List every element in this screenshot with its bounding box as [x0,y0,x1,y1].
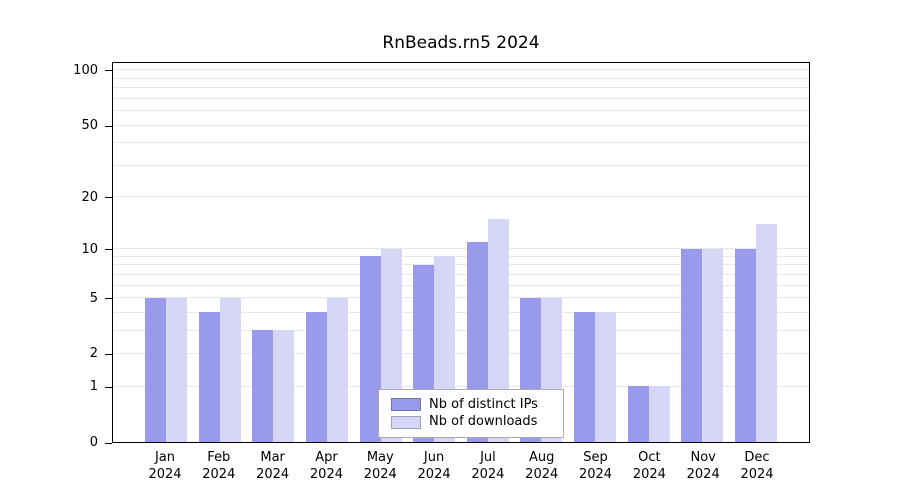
bar [305,312,327,442]
bar [145,297,166,442]
gridline [113,87,809,89]
y-tick-mark [105,386,112,388]
bar [734,248,756,442]
x-tick-label: May 2024 [363,450,397,482]
bar [326,297,348,442]
gridline [113,352,809,354]
y-tick-mark [105,298,112,300]
gridline [113,297,809,299]
bar [627,386,649,442]
bar-group-nov [681,248,724,442]
x-tick-label: Feb 2024 [202,450,236,482]
gridlines [113,63,809,442]
bar [252,330,274,442]
bar [273,330,295,442]
legend-swatch-downloads-icon [391,415,421,429]
gridline [113,110,809,112]
legend-swatch-distinct-ips-icon [391,398,421,412]
y-tick-label: 0 [89,435,98,450]
bar [755,223,777,442]
x-tick-label: Sep 2024 [578,450,613,482]
bar-group-apr [305,297,348,442]
x-tick-label: Nov 2024 [686,450,720,482]
bar-group-dec [734,223,777,442]
bar [648,386,670,442]
bar-group-sep [574,312,616,442]
bar-group-feb [198,297,241,442]
gridline [113,69,809,71]
y-tick-label: 5 [89,290,98,306]
bar [681,248,703,442]
gridline [113,284,809,286]
y-tick-label: 10 [81,241,98,257]
bar [198,312,220,442]
x-tick-label: Mar 2024 [256,450,290,482]
y-tick-label: 20 [81,189,98,205]
gridline [113,97,809,99]
x-tick-label: Jun 2024 [417,450,451,482]
y-tick-label: 100 [73,62,98,78]
gridline [113,196,809,198]
legend: Nb of distinct IPs Nb of downloads [378,389,564,438]
x-tick-label: Jan 2024 [148,450,182,482]
y-tick-label: 50 [81,118,98,134]
gridline [113,255,809,257]
x-tick-label: Jul 2024 [471,450,505,482]
plot-area [112,62,810,443]
y-tick-mark [105,353,112,355]
x-tick-label: Dec 2024 [740,450,774,482]
y-tick-mark [105,249,112,251]
gridline [113,124,809,126]
y-tick-mark [105,197,112,199]
bar [219,297,241,442]
chart-title: RnBeads.rn5 2024 [382,33,540,53]
y-tick-mark [105,442,112,444]
legend-item-downloads: Nb of downloads [391,414,551,430]
gridline [113,311,809,313]
bar-group-oct [627,386,670,442]
bar-series [113,63,809,442]
y-tick-label: 1 [89,379,98,395]
bar [359,256,381,442]
gridline [113,164,809,166]
y-tick-mark [105,125,112,127]
bar-group-jan [145,297,187,442]
legend-item-distinct-ips: Nb of distinct IPs [391,397,551,413]
x-tick-label: Aug 2024 [525,450,559,482]
x-tick-label: Oct 2024 [632,450,666,482]
bar [595,312,616,442]
gridline [113,142,809,144]
gridline [113,264,809,266]
legend-label-downloads: Nb of downloads [429,414,538,430]
gridline [113,385,809,387]
y-tick-label: 2 [89,346,98,362]
x-tick-label: Apr 2024 [309,450,343,482]
bar [702,248,724,442]
gridline [113,273,809,275]
legend-label-distinct-ips: Nb of distinct IPs [429,396,538,412]
gridline [113,248,809,250]
y-tick-mark [105,70,112,72]
bar-group-mar [252,330,295,442]
bar [487,218,509,442]
gridline [113,329,809,331]
bar [166,297,187,442]
gridline [113,77,809,79]
bar [574,312,595,442]
